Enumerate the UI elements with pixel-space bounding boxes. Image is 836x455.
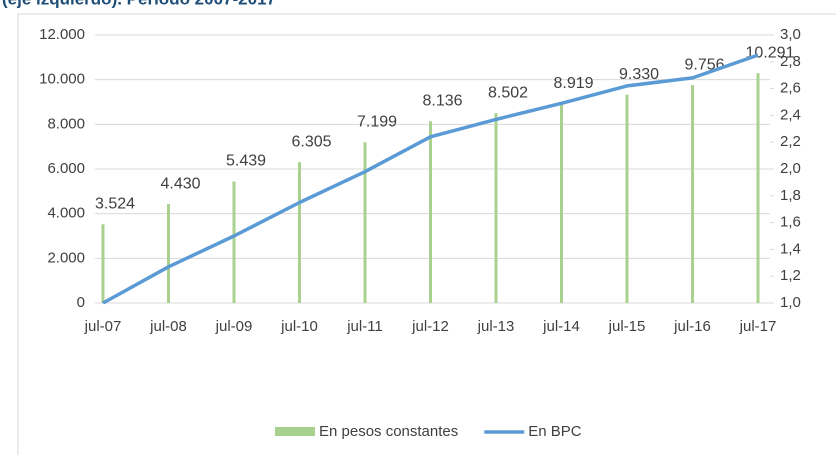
y2-tick-label: 2,2 <box>780 133 801 150</box>
bar <box>691 85 694 303</box>
y2-tick-label: 2,6 <box>780 80 801 97</box>
x-tick-label: jul-12 <box>411 318 449 335</box>
bar <box>298 162 301 303</box>
legend-label: En BPC <box>528 423 582 440</box>
y-tick-label: 8.000 <box>47 115 85 132</box>
y2-tick-label: 2,0 <box>780 160 801 177</box>
y-tick-label: 10.000 <box>39 71 85 88</box>
y-tick-label: 0 <box>77 294 85 311</box>
data-label: 4.430 <box>160 175 200 192</box>
y2-tick-label: 1,0 <box>780 294 801 311</box>
bar <box>167 204 170 303</box>
y2-tick-label: 2,8 <box>780 53 801 70</box>
bar <box>560 103 563 304</box>
y2-tick-label: 1,4 <box>780 240 801 257</box>
data-label: 9.756 <box>684 56 724 73</box>
bar <box>625 94 629 303</box>
data-label: 10.291 <box>746 44 795 61</box>
chart-frame <box>17 13 836 455</box>
bar <box>363 142 367 303</box>
data-label: 9.330 <box>619 66 659 83</box>
x-tick-label: jul-10 <box>280 318 318 335</box>
bar <box>101 224 105 303</box>
x-tick-label: jul-17 <box>739 318 777 335</box>
y2-tick-label: 1,2 <box>780 267 801 284</box>
x-tick-label: jul-08 <box>149 318 187 335</box>
y2-tick-label: 1,6 <box>780 214 801 231</box>
y2-tick-label: 1,8 <box>780 187 801 204</box>
bar <box>232 181 236 303</box>
data-label: 8.136 <box>422 93 462 110</box>
data-label: 5.439 <box>226 153 266 170</box>
data-label: 6.305 <box>291 133 331 150</box>
x-tick-label: jul-11 <box>346 318 383 335</box>
legend-label: En pesos constantes <box>319 423 458 440</box>
bar <box>756 73 760 303</box>
bar <box>429 121 432 304</box>
y2-tick-label: 3,0 <box>780 26 801 43</box>
y-tick-label: 4.000 <box>47 205 85 222</box>
data-label: 3.524 <box>95 196 135 213</box>
y-tick-label: 6.000 <box>47 160 85 177</box>
legend-swatch <box>275 427 315 436</box>
y-tick-label: 2.000 <box>47 249 85 266</box>
x-tick-label: jul-09 <box>215 318 253 335</box>
chart-title: (eje izquierdo). Período 2007-2017 <box>2 0 276 8</box>
bar <box>494 113 498 303</box>
x-tick-label: jul-15 <box>608 318 646 335</box>
x-tick-label: jul-13 <box>477 318 515 335</box>
x-tick-label: jul-14 <box>542 318 580 335</box>
y2-tick-label: 2,4 <box>780 106 801 123</box>
data-label: 7.199 <box>357 113 397 130</box>
line <box>102 53 759 305</box>
x-tick-label: jul-07 <box>84 318 122 335</box>
data-label: 8.502 <box>488 84 528 101</box>
x-tick-label: jul-16 <box>673 318 711 335</box>
y-tick-label: 12.000 <box>39 26 85 43</box>
data-label: 8.919 <box>553 75 593 92</box>
